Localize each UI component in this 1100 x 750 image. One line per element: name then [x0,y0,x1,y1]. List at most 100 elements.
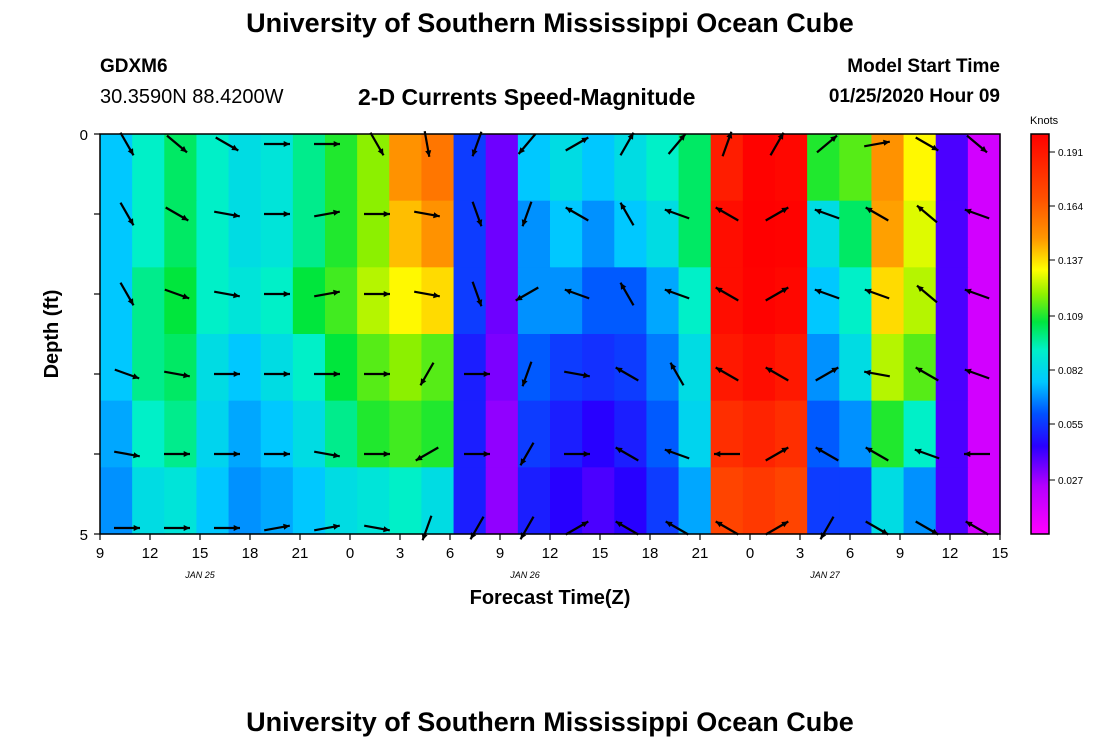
current-vector [565,206,589,222]
heatmap-cell [935,134,969,202]
heatmap-cell [132,467,165,535]
current-vector [119,132,135,156]
heatmap-cell [742,200,776,268]
heatmap-cell [871,267,905,335]
heatmap-cell [292,267,326,335]
heatmap-cell [550,334,583,402]
heatmap-cell [550,467,583,535]
heatmap-cell [935,200,969,268]
current-vector [765,206,789,222]
x-date-label: JAN 25 [184,570,216,580]
heatmap-cell [614,200,648,268]
heatmap-cell [292,334,326,402]
current-vector [264,291,290,297]
current-vector [364,291,390,297]
heatmap-cell [164,134,198,202]
heatmap-cell [453,200,487,268]
heatmap-cell [710,267,744,335]
current-vector [415,446,439,462]
heatmap-cell [839,134,873,202]
current-vector [164,288,190,300]
heatmap-cell [646,467,680,535]
heatmap-cell [839,334,873,402]
heatmap-cell [839,400,873,468]
colorbar-tick-label: 0.191 [1058,148,1083,159]
current-vector [264,211,290,217]
heatmap-cell [775,200,808,268]
heatmap-cell [357,134,390,202]
heatmap-cell [292,400,326,468]
heatmap-cell [260,267,294,335]
heatmap-cell [357,467,390,535]
heatmap-cell [357,334,390,402]
heatmap-cell [935,334,969,402]
x-tick-label: 15 [192,545,209,562]
heatmap-cell [485,200,519,268]
current-vector [264,451,290,457]
heatmap-cell [228,200,262,268]
current-vector [914,448,940,460]
heatmap-cell [421,200,455,268]
heatmap-cell [132,267,165,335]
heatmap-cell [967,200,1001,268]
heatmap-cell [389,467,423,535]
heatmap-cell [485,134,519,202]
current-vector [765,446,789,462]
heatmap-cell [839,267,873,335]
heatmap-cell [710,400,744,468]
current-vector [915,136,939,152]
colorbar-tick-label: 0.055 [1058,420,1083,431]
current-vector [314,289,340,298]
heatmap-cell [742,467,776,535]
heatmap-cell [582,334,615,402]
x-tick-label: 21 [292,545,309,562]
heatmap-cell [967,467,1001,535]
heatmap-cell [357,200,390,268]
heatmap-cell [196,200,230,268]
heatmap-cell [260,400,294,468]
x-tick-label: 18 [642,545,659,562]
current-vector [714,451,740,457]
heatmap-cell [292,200,326,268]
model-start-value: 01/25/2020 Hour 09 [828,86,1000,107]
current-vector [615,366,639,382]
x-tick-label: 6 [846,545,854,562]
current-vector [966,134,988,154]
current-vector [665,520,689,536]
current-vector [564,451,590,457]
heatmap-cell [517,467,551,535]
current-vector [164,451,190,457]
current-vector [166,134,188,154]
colorbar [1030,133,1050,535]
current-vector [565,136,589,152]
current-vector [815,366,839,382]
heatmap-cell [389,200,423,268]
heatmap-cell [517,267,551,335]
current-vector [964,208,990,220]
current-vector [667,133,687,155]
y-axis-label: Depth (ft) [41,290,63,379]
current-vector [419,362,435,386]
heatmap-cell [389,334,423,402]
current-vector [517,133,537,155]
heatmap-cell [550,134,583,202]
heatmap-cell [196,467,230,535]
heatmap-cell [517,134,551,202]
current-vector [414,290,440,299]
heatmap-cell [357,267,390,335]
current-vector [715,206,739,222]
heatmap-cell [967,134,1001,202]
current-vector [915,520,939,536]
heatmap-cell [903,267,937,335]
heatmap-cell [100,400,133,468]
colorbar-tick-label: 0.164 [1058,202,1083,213]
colorbar-tick-label: 0.137 [1058,256,1083,267]
current-vector [814,208,840,220]
heatmap-cell [710,467,744,535]
heatmap-cell [742,334,776,402]
current-vector [865,206,889,222]
x-tick-label: 9 [896,545,904,562]
heatmap-cell [132,400,165,468]
heatmap-cell [100,467,133,535]
